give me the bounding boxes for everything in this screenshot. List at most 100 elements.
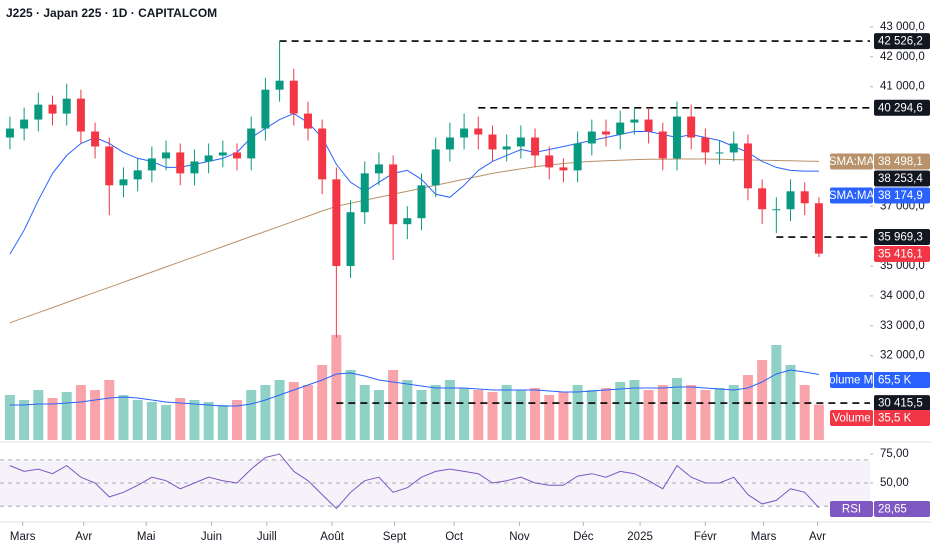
candle-body — [389, 164, 398, 225]
label-name-box — [830, 410, 873, 426]
candle-body — [474, 128, 483, 135]
x-tick-label: Juill — [257, 531, 277, 543]
volume-bar — [657, 385, 668, 440]
value-label: 35,5 K — [878, 413, 912, 425]
candle-body — [814, 203, 823, 254]
y-tick-label: 41 000,0 — [880, 81, 925, 93]
label-name-box — [830, 372, 873, 388]
volume-bar — [742, 375, 753, 440]
back-layer — [0, 335, 932, 523]
value-label: 65,5 K — [878, 375, 912, 387]
candle-body — [374, 164, 383, 174]
value-label-box — [874, 153, 930, 170]
candle-body — [332, 179, 341, 267]
volume-bar — [416, 390, 427, 440]
volume-bar — [274, 380, 285, 440]
value-label: 28,65 — [878, 504, 907, 516]
candle-body — [233, 152, 242, 159]
volume-bar — [132, 400, 143, 440]
plot-layer — [5, 40, 870, 510]
value-label: 42 526,2 — [878, 36, 923, 48]
label-name: Volume — [832, 413, 870, 425]
candle-body — [76, 98, 85, 132]
volume-bar — [288, 382, 299, 440]
volume-bar — [799, 385, 810, 440]
volume-bar — [75, 385, 86, 440]
candle-body — [247, 128, 256, 159]
candle-body — [261, 89, 270, 129]
volume-bar — [175, 398, 186, 440]
rsi-tick-label: 50,00 — [880, 477, 909, 489]
volume-bar — [345, 370, 356, 440]
y-tick-label: 43 000,0 — [880, 21, 925, 33]
value-label: 38 253,4 — [878, 173, 923, 185]
volume-bar — [714, 388, 725, 440]
candle-body — [147, 158, 156, 171]
volume-bar — [459, 388, 470, 440]
volume-bar — [203, 402, 214, 440]
candle-body — [176, 152, 185, 174]
volume-bar — [118, 395, 129, 440]
y-tick-label: 35 000,0 — [880, 260, 925, 272]
volume-bar — [586, 390, 597, 440]
candle-body — [204, 155, 213, 162]
x-tick-label: Avr — [809, 531, 826, 543]
candle-body — [729, 143, 738, 153]
volume-bar — [4, 395, 15, 440]
volume-bar — [601, 388, 612, 440]
volume-bar — [515, 390, 526, 440]
volume-bar — [813, 404, 824, 440]
y-tick-label: 32 000,0 — [880, 350, 925, 362]
volume-bar — [402, 380, 413, 440]
candle-body — [573, 143, 582, 171]
volume-bar — [757, 360, 768, 440]
value-label-box — [874, 395, 930, 412]
candle-body — [48, 104, 57, 114]
label-name-box — [830, 187, 873, 204]
volume-bar — [302, 385, 313, 440]
volume-bar — [90, 390, 101, 440]
label-name-box — [830, 153, 873, 170]
x-tick-label: Déc — [573, 531, 594, 543]
value-label-box — [874, 170, 930, 187]
sma-line — [9, 158, 819, 324]
candle-body — [516, 137, 525, 147]
volume-bar — [246, 390, 257, 440]
value-label-box — [874, 33, 930, 50]
candle-body — [743, 143, 752, 189]
value-label: 30 415,5 — [878, 398, 923, 410]
volume-ma-line — [9, 369, 819, 407]
candle-body — [133, 170, 142, 180]
x-tick-label: Juin — [201, 531, 222, 543]
x-tick-label: Mars — [10, 531, 36, 543]
candle-body — [672, 116, 681, 159]
label-name: RSI — [842, 504, 861, 516]
volume-bar — [530, 388, 541, 440]
candle-body — [616, 122, 625, 135]
value-label-box — [874, 187, 930, 204]
value-label-box — [874, 229, 930, 246]
candle-body — [62, 98, 71, 114]
volume-bar — [317, 365, 328, 440]
volume-bar — [444, 380, 455, 440]
volume-bar — [161, 405, 172, 440]
volume-bar — [785, 365, 796, 440]
candle-body — [403, 218, 412, 225]
candle-body — [644, 119, 653, 132]
candle-body — [431, 149, 440, 186]
volume-bar — [61, 392, 72, 440]
x-tick-label: 2025 — [627, 531, 653, 543]
value-label: 38 498,1 — [878, 156, 923, 168]
candle-body — [786, 191, 795, 210]
volume-bar — [771, 345, 782, 440]
candle-body — [715, 152, 724, 154]
volume-bar — [643, 390, 654, 440]
value-label: 40 294,6 — [878, 102, 923, 114]
y-tick-label: 34 000,0 — [880, 290, 925, 302]
value-label-box — [874, 372, 930, 388]
candle-body — [289, 80, 298, 114]
candle-body — [545, 155, 554, 168]
volume-bar — [629, 380, 640, 440]
volume-bar — [104, 380, 115, 440]
volume-bar — [558, 392, 569, 440]
